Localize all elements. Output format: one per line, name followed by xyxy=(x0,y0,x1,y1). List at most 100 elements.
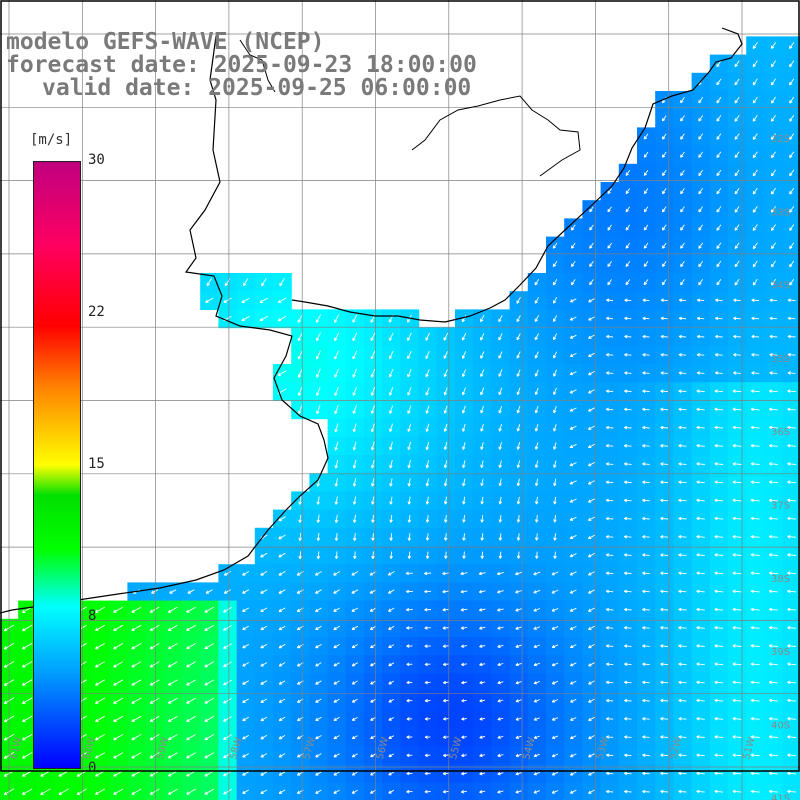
wind-arrow xyxy=(553,515,557,523)
wind-arrow xyxy=(480,423,484,432)
wind-arrow xyxy=(442,571,450,576)
wind-arrow xyxy=(241,297,250,303)
wind-arrow xyxy=(425,551,430,559)
wind-arrow xyxy=(734,115,740,122)
wind-arrow xyxy=(553,315,558,322)
wind-arrow xyxy=(750,443,760,448)
wind-arrow xyxy=(515,790,522,794)
wind-arrow xyxy=(278,625,286,631)
wind-arrow xyxy=(204,734,215,741)
wind-arrow xyxy=(643,170,649,176)
wind-arrow xyxy=(498,478,502,487)
wind-arrow xyxy=(334,441,339,451)
wind-arrow xyxy=(623,553,632,557)
wind-arrow xyxy=(698,242,704,249)
wind-arrow xyxy=(351,607,359,612)
wind-arrow xyxy=(698,206,703,213)
wind-arrow xyxy=(588,625,595,631)
wind-arrow xyxy=(515,662,522,667)
wind-arrow xyxy=(406,771,413,776)
wind-arrow xyxy=(750,516,760,521)
wind-arrow xyxy=(770,115,776,122)
wind-arrow xyxy=(661,279,667,286)
wind-arrow xyxy=(789,96,795,104)
wind-arrow xyxy=(352,386,357,396)
wind-arrow xyxy=(460,608,468,612)
wind-arrow xyxy=(333,571,341,576)
wind-arrow xyxy=(515,717,522,721)
wind-arrow xyxy=(534,405,539,414)
wind-arrow xyxy=(425,369,430,378)
wind-arrow xyxy=(223,734,232,740)
wind-arrow xyxy=(605,644,614,648)
wind-arrow xyxy=(750,698,760,703)
wind-arrow xyxy=(351,698,358,703)
wind-arrow xyxy=(750,425,760,430)
wind-arrow xyxy=(787,698,797,703)
wind-arrow xyxy=(443,441,448,451)
wind-arrow xyxy=(315,735,322,740)
wind-arrow xyxy=(424,735,431,739)
wind-arrow xyxy=(696,716,705,721)
wind-arrow xyxy=(732,662,742,666)
wind-arrow xyxy=(95,661,106,668)
wind-arrow xyxy=(714,553,724,557)
wind-arrow xyxy=(22,788,33,795)
wind-arrow xyxy=(624,626,632,630)
wind-arrow xyxy=(732,516,742,521)
wind-arrow xyxy=(424,680,431,685)
wind-arrow xyxy=(678,771,687,776)
wind-arrow xyxy=(787,298,796,302)
wind-arrow xyxy=(589,224,594,231)
wind-arrow xyxy=(260,698,268,703)
wind-arrow xyxy=(516,551,521,559)
wind-arrow xyxy=(278,698,286,703)
wind-arrow xyxy=(716,169,722,177)
wind-arrow xyxy=(425,533,430,541)
wind-arrow xyxy=(388,789,395,794)
wind-arrow xyxy=(515,680,522,685)
wind-arrow xyxy=(223,606,232,613)
wind-arrow xyxy=(698,279,704,286)
wind-arrow xyxy=(407,460,411,469)
wind-arrow xyxy=(443,332,449,341)
wind-arrow xyxy=(770,169,776,177)
colorbar xyxy=(33,161,81,769)
wind-arrow xyxy=(678,753,687,757)
wind-arrow xyxy=(643,260,649,267)
wind-arrow xyxy=(425,332,430,341)
wind-arrow xyxy=(770,206,776,213)
lat-label: 37S xyxy=(771,501,790,512)
wind-arrow xyxy=(588,334,595,339)
wind-arrow xyxy=(624,717,632,721)
wind-arrow xyxy=(406,680,413,685)
wind-arrow xyxy=(716,206,722,213)
wind-arrow xyxy=(242,278,249,287)
wind-arrow xyxy=(787,553,797,557)
wind-arrow xyxy=(624,789,632,794)
wind-arrow xyxy=(642,462,650,466)
wind-arrow xyxy=(461,662,467,667)
wind-arrow xyxy=(696,680,705,685)
wind-arrow xyxy=(94,606,106,613)
wind-arrow xyxy=(424,626,431,630)
wind-arrow xyxy=(334,423,339,433)
wind-arrow xyxy=(334,459,339,469)
wind-arrow xyxy=(770,260,776,268)
wind-arrow xyxy=(351,735,358,740)
wind-arrow xyxy=(406,644,413,648)
wind-arrow xyxy=(770,187,776,195)
wind-arrow xyxy=(696,389,705,393)
wind-arrow xyxy=(315,644,322,649)
wind-arrow xyxy=(678,625,687,630)
wind-arrow xyxy=(624,771,632,776)
wind-arrow xyxy=(625,242,631,249)
wind-arrow xyxy=(588,789,595,794)
wind-arrow xyxy=(167,715,178,722)
wind-arrow xyxy=(734,151,740,158)
wind-arrow xyxy=(660,625,669,630)
wind-arrow xyxy=(569,316,577,321)
wind-arrow xyxy=(497,608,504,612)
wind-arrow xyxy=(406,626,413,630)
wind-arrow xyxy=(278,753,286,758)
